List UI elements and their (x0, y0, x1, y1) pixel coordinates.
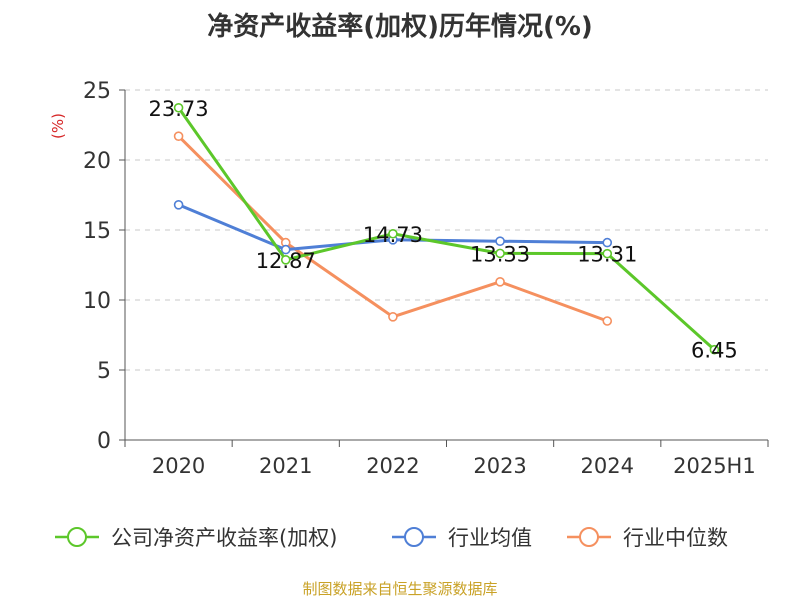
legend-label: 行业均值 (448, 526, 532, 550)
data-label: 13.33 (470, 242, 530, 266)
data-label: 14.73 (363, 223, 423, 247)
data-label: 12.87 (256, 249, 316, 273)
series-line (177, 106, 716, 352)
data-point (173, 200, 184, 210)
data-point (602, 316, 613, 326)
y-tick-label: 10 (83, 289, 111, 314)
x-tick-label: 2022 (366, 454, 419, 478)
data-point (280, 244, 291, 255)
data-source-note: 制图数据来自恒生聚源数据库 (302, 580, 498, 598)
legend-label: 行业中位数 (623, 526, 728, 550)
x-tick-label: 2021 (259, 454, 312, 478)
legend-marker (579, 527, 599, 547)
y-tick-label: 25 (83, 79, 111, 104)
x-tick-label: 2025H1 (673, 454, 756, 478)
y-tick-label: 5 (97, 359, 111, 384)
data-label: 23.73 (149, 97, 209, 121)
chart-title: 净资产收益率(加权)历年情况(%) (207, 12, 593, 42)
y-axis-label: (%) (49, 113, 67, 139)
x-tick-label: 2024 (581, 454, 634, 478)
data-point (709, 344, 720, 355)
y-tick-label: 20 (83, 149, 111, 174)
x-tick-label: 2020 (152, 454, 205, 478)
legend-marker (404, 527, 424, 547)
x-tick-label: 2023 (473, 454, 526, 478)
data-label: 6.45 (691, 339, 738, 363)
data-point (173, 102, 184, 113)
data-point (280, 255, 291, 265)
data-point (388, 228, 398, 239)
data-point (495, 236, 505, 246)
data-point (602, 237, 613, 248)
data-point (495, 248, 505, 259)
data-point (173, 131, 184, 141)
y-tick-label: 15 (83, 219, 111, 244)
data-label: 13.31 (577, 243, 637, 267)
y-tick-label: 0 (97, 429, 111, 454)
data-point (388, 311, 398, 322)
data-point (602, 248, 613, 259)
data-point (495, 276, 505, 287)
legend-marker (67, 527, 87, 547)
legend-label: 公司净资产收益率(加权) (111, 526, 337, 550)
